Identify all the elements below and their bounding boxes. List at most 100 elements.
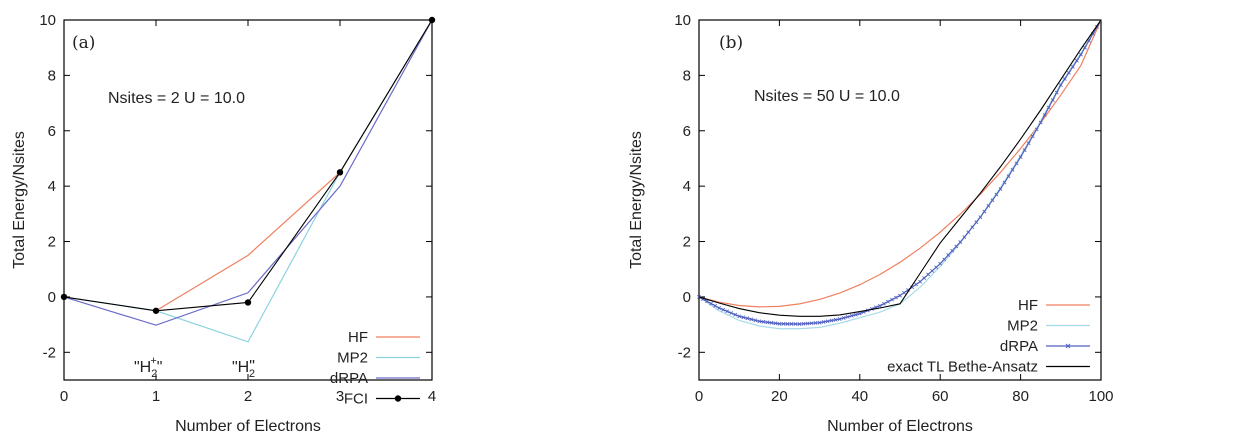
data-point-drpa [721,307,726,312]
series-lines-b [697,19,1102,330]
data-point-drpa [1074,58,1079,63]
x-tick-label: 0 [695,388,703,405]
x-tick-label: 20 [771,388,788,405]
x-axis-label-b: Number of Electrons [827,418,973,435]
legend-label-hf: HF [348,329,368,346]
data-point-drpa [1070,64,1075,69]
x-tick-label: 1 [152,388,160,405]
y-tick-label: 4 [683,178,691,195]
data-point-drpa [890,297,894,302]
data-point-drpa [978,215,983,220]
data-point-drpa [773,321,778,326]
data-point-drpa [877,303,882,308]
data-point-drpa [793,322,798,326]
data-point-drpa [934,265,939,270]
data-point-drpa [761,319,766,324]
data-point-drpa [990,198,995,203]
legend-label-drpa: dRPA [1000,338,1038,355]
data-point-drpa [906,288,910,292]
plot-frame-a [63,19,433,381]
data-point-drpa [954,244,959,249]
x-tick-label: 3 [336,388,344,405]
data-point-drpa [1006,174,1011,179]
data-point-drpa [966,230,971,235]
legend-marker-fci [394,395,402,402]
data-point-drpa [821,320,826,324]
data-point-drpa [845,314,850,319]
annotation-a: Nsites = 2 U = 10.0 [108,90,245,107]
y-axis-label-b: Total Energy/Nsites [628,131,645,269]
x-tick-label: 60 [932,388,949,405]
data-point-drpa [781,321,786,326]
data-point-drpa [749,317,754,322]
data-point-drpa [886,299,890,304]
data-point-drpa [1030,134,1035,139]
data-point-drpa [765,320,770,325]
data-point-drpa [789,322,794,326]
data-point-drpa [849,313,854,318]
data-point-drpa [733,312,738,317]
data-point-drpa [805,321,810,326]
data-point-drpa [813,321,818,325]
data-point-drpa [745,316,750,321]
data-point-drpa [1046,105,1051,110]
series-line-mp2 [698,19,1102,330]
y-tick-label: 4 [48,178,56,195]
point-label-h2: "H"2 [232,358,255,380]
ticks-b: 0 20 40 60 80 100 -2 0 2 4 6 8 10 [674,12,1113,405]
y-tick-label: 0 [683,289,691,306]
y-tick-label: -2 [678,344,691,361]
data-point-drpa [970,225,975,230]
data-point-drpa [974,220,979,225]
data-point-drpa [922,276,927,281]
data-point-drpa [853,312,858,317]
data-point-drpa [709,301,713,306]
data-point-drpa [1058,83,1063,87]
data-point-drpa [1083,45,1087,50]
legend-label-fci: FCI [344,391,368,408]
data-point-drpa [910,285,914,290]
data-point-drpa [809,321,814,326]
point-label-h2-plus: "H2+" [134,355,162,380]
data-point-drpa [958,240,963,245]
data-point-drpa [1018,155,1023,159]
data-point-drpa [713,303,717,308]
data-point-drpa [998,187,1003,191]
series-line-drpa [63,19,433,326]
y-tick-label: 10 [674,12,691,29]
series-lines-a [60,16,436,343]
data-point-drpa [729,311,734,315]
x-tick-label: 4 [428,388,436,405]
data-point-drpa [817,320,822,325]
data-point-drpa [801,321,806,326]
legend-a: HF MP2 dRPA FCI [330,329,420,408]
data-point-drpa [1042,113,1047,117]
data-point-drpa [857,311,862,316]
data-point-drpa [1050,98,1055,102]
data-point-drpa [962,235,967,240]
series-line-fci [63,19,433,312]
data-point-drpa [898,293,902,298]
data-point-drpa [717,306,722,310]
x-axis-label-a: Number of Electrons [175,418,321,435]
data-point-drpa [1026,141,1031,146]
data-point-drpa [725,309,730,314]
data-point-drpa [1054,90,1059,95]
data-point-drpa [777,321,782,326]
data-point-drpa [926,272,931,277]
y-tick-label: 8 [48,67,56,84]
y-tick-label: 0 [48,289,56,306]
data-point-fci [336,169,344,176]
chart-panel-a: 0 1 2 3 4 -2 0 2 4 6 8 10 (a) Nsites = 2 U = 10.0 N… [11,12,436,435]
y-tick-label: 10 [39,12,56,29]
data-point-drpa [894,295,898,300]
y-tick-label: 6 [683,123,691,140]
data-point-drpa [797,322,802,326]
plot-frame-b [698,19,1102,381]
series-line-hf [155,19,433,312]
y-tick-label: -2 [43,344,56,361]
data-point-drpa [938,261,943,266]
data-point-drpa [982,209,987,214]
data-point-drpa [1014,161,1019,166]
